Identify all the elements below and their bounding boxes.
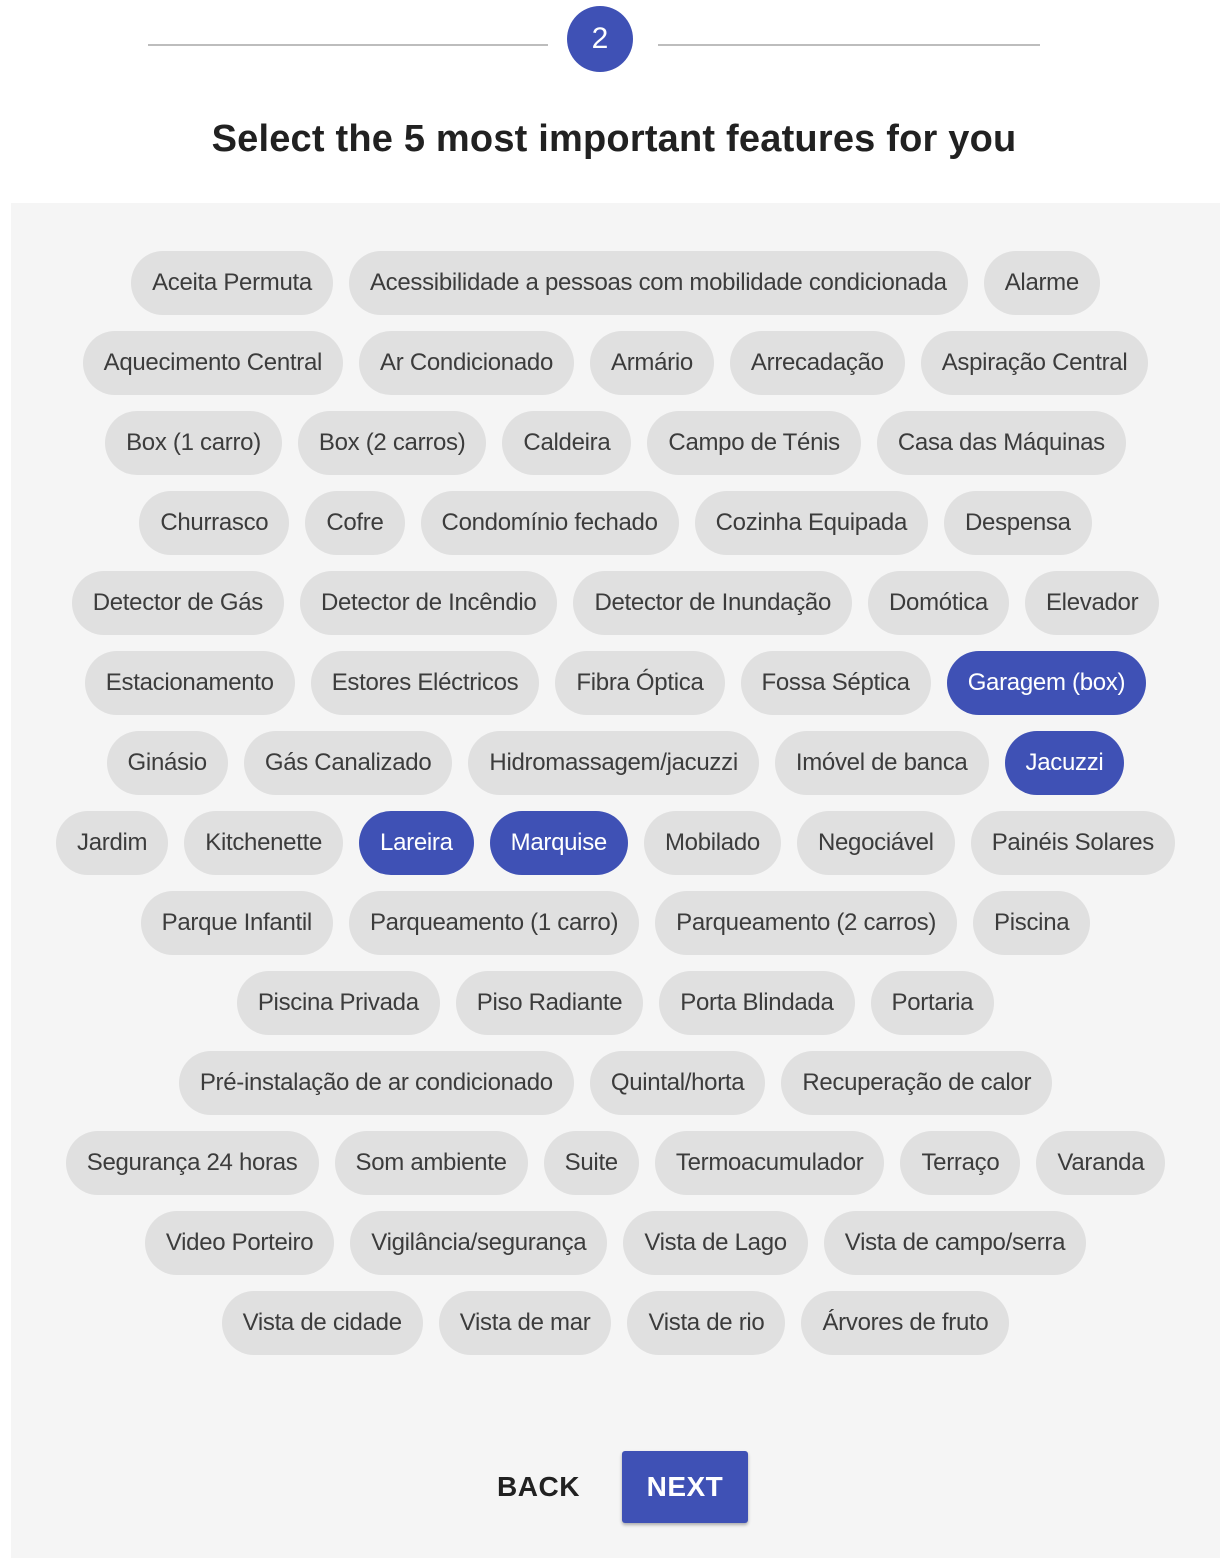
feature-chip[interactable]: Vista de rio	[627, 1291, 786, 1355]
feature-chip[interactable]: Churrasco	[139, 491, 290, 555]
feature-chip-selected[interactable]: Marquise	[489, 811, 628, 875]
step-indicator-current: 2	[567, 6, 633, 72]
feature-chip[interactable]: Vista de cidade	[221, 1291, 423, 1355]
feature-chip[interactable]: Parque Infantil	[140, 891, 333, 955]
feature-chip-row: Pré-instalação de ar condicionado Quintal…	[178, 1051, 1053, 1115]
feature-chip[interactable]: Aspiração Central	[920, 331, 1149, 395]
feature-chip[interactable]: Parqueamento (1 carro)	[348, 891, 640, 955]
feature-chip[interactable]: Domótica	[868, 571, 1009, 635]
feature-chip-row: Box (1 carro) Box (2 carros) Caldeira Campo…	[105, 411, 1126, 475]
back-button[interactable]: BACK	[483, 1451, 594, 1523]
feature-chip[interactable]: Cozinha Equipada	[694, 491, 928, 555]
feature-chip[interactable]: Vista de Lago	[623, 1211, 808, 1275]
feature-chip[interactable]: Detector de Gás	[71, 571, 284, 635]
feature-chip[interactable]: Mobilado	[643, 811, 781, 875]
wizard-actions: BACK NEXT	[11, 1451, 1220, 1523]
feature-chip[interactable]: Despensa	[944, 491, 1092, 555]
feature-chip[interactable]: Piso Radiante	[455, 971, 644, 1035]
feature-chip-selected[interactable]: Jacuzzi	[1004, 731, 1125, 795]
features-panel: Aceita Permuta Acessibilidade a pessoas c…	[11, 203, 1220, 1558]
feature-chip-selected[interactable]: Garagem (box)	[946, 651, 1147, 715]
feature-chip[interactable]: Parqueamento (2 carros)	[655, 891, 958, 955]
feature-chip[interactable]: Porta Blindada	[659, 971, 855, 1035]
stepper-connector-left	[148, 44, 548, 46]
feature-chip[interactable]: Arrecadação	[729, 331, 905, 395]
feature-chip[interactable]: Detector de Incêndio	[299, 571, 558, 635]
feature-chip[interactable]: Quintal/horta	[589, 1051, 766, 1115]
feature-chip[interactable]: Fibra Óptica	[555, 651, 725, 715]
feature-chip[interactable]: Vigilância/segurança	[350, 1211, 608, 1275]
feature-chip[interactable]: Gás Canalizado	[243, 731, 453, 795]
feature-chip[interactable]: Ginásio	[106, 731, 228, 795]
feature-chip[interactable]: Termoacumulador	[654, 1131, 885, 1195]
feature-chip[interactable]: Piscina Privada	[236, 971, 440, 1035]
feature-chip[interactable]: Alarme	[983, 251, 1100, 315]
feature-chip[interactable]: Box (2 carros)	[297, 411, 487, 475]
feature-chip[interactable]: Campo de Ténis	[647, 411, 861, 475]
feature-chip-row: Segurança 24 horas Som ambiente Suite Termo…	[65, 1131, 1166, 1195]
feature-chip[interactable]: Varanda	[1036, 1131, 1166, 1195]
feature-chip[interactable]: Detector de Inundação	[573, 571, 852, 635]
feature-chip[interactable]: Suite	[543, 1131, 639, 1195]
feature-chip[interactable]: Segurança 24 horas	[65, 1131, 319, 1195]
feature-chip[interactable]: Box (1 carro)	[105, 411, 282, 475]
feature-chip[interactable]: Fossa Séptica	[740, 651, 931, 715]
feature-chip[interactable]: Ar Condicionado	[359, 331, 574, 395]
feature-chip[interactable]: Árvores de fruto	[801, 1291, 1010, 1355]
feature-chip[interactable]: Negociável	[796, 811, 955, 875]
feature-chip[interactable]: Som ambiente	[334, 1131, 528, 1195]
feature-chip-row: Piscina Privada Piso Radiante Porta Blinda…	[236, 971, 995, 1035]
feature-chip-row: Video Porteiro Vigilância/segurança Vista …	[144, 1211, 1087, 1275]
feature-chip-list: Aceita Permuta Acessibilidade a pessoas c…	[11, 251, 1220, 1355]
feature-chip[interactable]: Recuperação de calor	[781, 1051, 1053, 1115]
feature-chip-row: Parque Infantil Parqueamento (1 carro) Par…	[140, 891, 1091, 955]
feature-chip[interactable]: Vista de campo/serra	[823, 1211, 1087, 1275]
feature-chip[interactable]: Armário	[590, 331, 714, 395]
feature-chip[interactable]: Acessibilidade a pessoas com mobilidade …	[348, 251, 968, 315]
feature-chip[interactable]: Casa das Máquinas	[876, 411, 1126, 475]
feature-chip[interactable]: Aceita Permuta	[131, 251, 333, 315]
page-title: Select the 5 most important features for…	[211, 118, 1017, 160]
feature-chip[interactable]: Video Porteiro	[144, 1211, 335, 1275]
feature-chip[interactable]: Elevador	[1024, 571, 1160, 635]
feature-chip-row: Churrasco Cofre Condomínio fechado Cozinha …	[139, 491, 1092, 555]
feature-chip[interactable]: Condomínio fechado	[420, 491, 679, 555]
feature-chip-row: Aceita Permuta Acessibilidade a pessoas c…	[131, 251, 1100, 315]
feature-chip[interactable]: Estacionamento	[84, 651, 295, 715]
feature-chip-row: Detector de Gás Detector de Incêndio Detec…	[71, 571, 1160, 635]
feature-chip[interactable]: Piscina	[973, 891, 1091, 955]
feature-chip[interactable]: Painéis Solares	[970, 811, 1175, 875]
stepper: 2	[0, 6, 1228, 72]
feature-chip[interactable]: Estores Eléctricos	[310, 651, 540, 715]
feature-chip-row: Vista de cidade Vista de mar Vista de rio Á…	[221, 1291, 1010, 1355]
feature-chip[interactable]: Pré-instalação de ar condicionado	[178, 1051, 574, 1115]
feature-chip[interactable]: Kitchenette	[184, 811, 344, 875]
feature-chip-row: Estacionamento Estores Eléctricos Fibra Óp…	[84, 651, 1147, 715]
feature-chip[interactable]: Hidromassagem/jacuzzi	[468, 731, 759, 795]
feature-chip-selected[interactable]: Lareira	[359, 811, 474, 875]
stepper-connector-right	[658, 44, 1040, 46]
next-button[interactable]: NEXT	[621, 1451, 748, 1523]
feature-chip-row: Ginásio Gás Canalizado Hidromassagem/jacuz…	[106, 731, 1125, 795]
feature-chip[interactable]: Cofre	[305, 491, 405, 555]
feature-chip[interactable]: Caldeira	[502, 411, 632, 475]
feature-chip[interactable]: Terraço	[900, 1131, 1021, 1195]
feature-chip[interactable]: Imóvel de banca	[774, 731, 989, 795]
feature-chip[interactable]: Portaria	[870, 971, 995, 1035]
feature-chip-row: Aquecimento Central Ar Condicionado Armári…	[82, 331, 1149, 395]
feature-chip[interactable]: Jardim	[56, 811, 169, 875]
feature-chip-row: Jardim Kitchenette Lareira Marquise Mobilado…	[56, 811, 1175, 875]
feature-chip[interactable]: Aquecimento Central	[82, 331, 344, 395]
feature-chip[interactable]: Vista de mar	[438, 1291, 612, 1355]
